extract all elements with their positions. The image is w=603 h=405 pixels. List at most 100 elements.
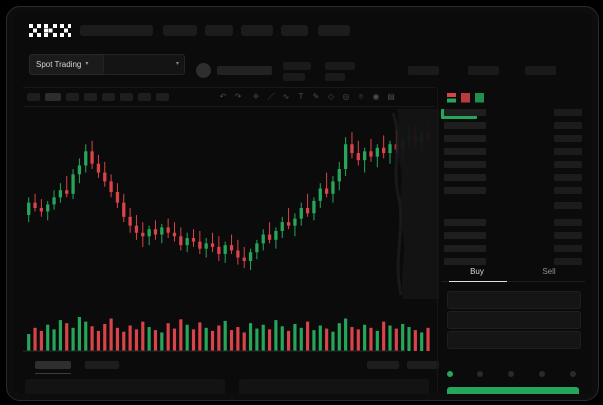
toolbar-button-1[interactable] — [45, 93, 61, 101]
lock-icon[interactable]: ⌾ — [358, 92, 364, 101]
stat-last-price — [283, 62, 311, 70]
stat-last-price-fiat — [283, 73, 305, 81]
orderbook-row-amount — [554, 161, 582, 168]
orderbook-row-amount — [554, 174, 582, 181]
tablet-device-frame: Spot Trading ▾ ▾ ↶ ↷ ✛ — [6, 6, 599, 401]
text-icon[interactable]: T — [298, 92, 304, 101]
orderbook-row[interactable] — [444, 219, 486, 226]
stat-change-label — [325, 62, 355, 70]
app-screen: Spot Trading ▾ ▾ ↶ ↷ ✛ — [13, 13, 592, 394]
tab-sell[interactable]: Sell — [542, 267, 556, 276]
stat-volume-24h — [525, 66, 556, 75]
toolbar-button-3[interactable] — [84, 93, 97, 101]
slider-dot-2[interactable] — [508, 371, 514, 377]
order-total-field[interactable] — [447, 331, 581, 349]
market-header-bar: Spot Trading ▾ ▾ — [13, 47, 592, 81]
orderbook-row-amount — [554, 148, 582, 155]
tab-buy[interactable]: Buy — [470, 267, 484, 276]
order-amount-field[interactable] — [447, 311, 581, 329]
orderbook-rows[interactable] — [441, 109, 585, 265]
stat-change-value — [325, 73, 345, 81]
footer-panel-left[interactable] — [25, 379, 225, 394]
slider-dot-1[interactable] — [477, 371, 483, 377]
toolbar-button-4[interactable] — [102, 93, 115, 101]
book-asks-icon[interactable] — [461, 90, 470, 103]
footer-panel-right[interactable] — [239, 379, 429, 394]
chart-tab-3[interactable] — [407, 361, 439, 369]
coin-avatar — [196, 63, 211, 78]
tab-buy-underline — [449, 281, 507, 282]
pair-name — [217, 66, 272, 75]
trendline-icon[interactable]: ／ — [267, 92, 275, 101]
brush-icon[interactable]: ✎ — [312, 92, 320, 101]
chart-toolbar: ↶ ↷ ✛ ／ ∿ T ✎ ◇ ◎ ⌾ ◉ ▤ — [23, 87, 435, 107]
toolbar-button-7[interactable] — [156, 93, 169, 101]
wave-icon[interactable]: ∿ — [282, 92, 290, 101]
orderbook-row[interactable] — [444, 174, 486, 181]
toolbar-button-2[interactable] — [66, 93, 79, 101]
spot-trading-button[interactable]: Spot Trading ▾ — [29, 54, 107, 75]
chevron-down-icon: ▾ — [85, 61, 89, 67]
price-chart[interactable] — [23, 109, 435, 314]
orderbook-row[interactable] — [444, 122, 486, 129]
crosshair-icon[interactable]: ✛ — [252, 92, 260, 101]
orderbook-row[interactable] — [444, 161, 486, 168]
slider-dot-3[interactable] — [539, 371, 545, 377]
chart-tab-0[interactable] — [35, 361, 71, 369]
nav-item-2[interactable] — [205, 25, 233, 36]
orderbook-header — [441, 87, 585, 103]
toolbar-button-0[interactable] — [27, 93, 40, 101]
undo-icon[interactable]: ↶ — [219, 92, 227, 101]
orderbook-row-amount — [554, 219, 582, 226]
chart-bottom-tabs — [23, 357, 439, 375]
toolbar-button-6[interactable] — [138, 93, 151, 101]
active-tab-underline — [35, 373, 71, 374]
pair-select[interactable]: ▾ — [103, 54, 185, 75]
book-both-icon[interactable] — [447, 90, 456, 103]
slider-dot-0[interactable] — [447, 371, 453, 377]
book-bids-icon[interactable] — [475, 90, 484, 103]
submit-buy-button[interactable] — [447, 387, 579, 394]
orderbook-row[interactable] — [444, 148, 486, 155]
magnet-icon[interactable]: ◎ — [342, 92, 350, 101]
toolbar-button-5[interactable] — [120, 93, 133, 101]
top-navigation-bar — [13, 13, 592, 47]
orderbook-and-order-panel: Buy Sell — [441, 87, 585, 394]
okx-logo[interactable] — [29, 24, 71, 37]
order-side-tabs: Buy Sell — [441, 265, 585, 283]
chevron-down-icon: ▾ — [175, 61, 179, 67]
orderbook-row[interactable] — [444, 245, 486, 252]
volume-chart — [23, 311, 435, 359]
orderbook-row-amount — [554, 187, 582, 194]
orderbook-row[interactable] — [444, 187, 486, 194]
nav-search-box[interactable] — [80, 25, 153, 36]
stat-high-24h — [408, 66, 439, 75]
stat-low-24h — [468, 66, 499, 75]
nav-item-4[interactable] — [281, 25, 308, 36]
eye-icon[interactable]: ◉ — [372, 92, 380, 101]
trash-icon[interactable]: ▤ — [387, 92, 395, 101]
orderbook-row-amount — [554, 122, 582, 129]
orderbook-row[interactable] — [444, 109, 486, 116]
chart-tab-2[interactable] — [367, 361, 399, 369]
slider-dot-4[interactable] — [570, 371, 576, 377]
nav-item-3[interactable] — [241, 25, 273, 36]
nav-item-1[interactable] — [163, 25, 197, 36]
spot-trading-label: Spot Trading — [36, 60, 82, 69]
redo-icon[interactable]: ↷ — [234, 92, 242, 101]
orderbook-row-amount — [554, 135, 582, 142]
order-price-field[interactable] — [447, 291, 581, 309]
orderbook-row-amount — [554, 109, 582, 116]
nav-item-5[interactable] — [318, 25, 350, 36]
orderbook-row-amount — [554, 245, 582, 252]
orderbook-row-amount — [554, 258, 582, 265]
vertical-divider — [437, 87, 438, 394]
shapes-icon[interactable]: ◇ — [327, 92, 335, 101]
orderbook-row[interactable] — [444, 232, 486, 239]
orderbook-row-amount — [554, 232, 582, 239]
amount-slider[interactable] — [447, 369, 579, 379]
chart-tab-1[interactable] — [85, 361, 119, 369]
orderbook-row[interactable] — [444, 135, 486, 142]
orderbook-row[interactable] — [444, 258, 486, 265]
orderbook-spread-amount — [554, 202, 582, 209]
